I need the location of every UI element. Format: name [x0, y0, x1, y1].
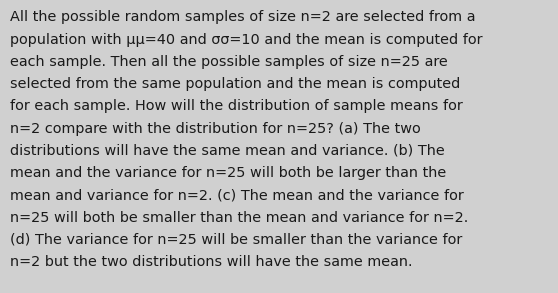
Text: selected from the same population and the mean is computed: selected from the same population and th…	[10, 77, 460, 91]
Text: mean and variance for n=2. (c) The mean and the variance for: mean and variance for n=2. (c) The mean …	[10, 188, 464, 202]
Text: n=2 but the two distributions will have the same mean.: n=2 but the two distributions will have …	[10, 255, 412, 269]
Text: All the possible random samples of size n=2 are selected from a: All the possible random samples of size …	[10, 10, 475, 24]
Text: distributions will have the same mean and variance. (b) The: distributions will have the same mean an…	[10, 144, 445, 158]
Text: n=2 compare with the distribution for n=25? (a) The two: n=2 compare with the distribution for n=…	[10, 122, 421, 136]
Text: n=25 will both be smaller than the mean and variance for n=2.: n=25 will both be smaller than the mean …	[10, 211, 468, 225]
Text: for each sample. How will the distribution of sample means for: for each sample. How will the distributi…	[10, 99, 463, 113]
Text: each sample. Then all the possible samples of size n=25 are: each sample. Then all the possible sampl…	[10, 55, 448, 69]
Text: population with μμ=40 and σσ=10 and the mean is computed for: population with μμ=40 and σσ=10 and the …	[10, 33, 483, 47]
Text: (d) The variance for n=25 will be smaller than the variance for: (d) The variance for n=25 will be smalle…	[10, 233, 462, 247]
Text: mean and the variance for n=25 will both be larger than the: mean and the variance for n=25 will both…	[10, 166, 446, 180]
